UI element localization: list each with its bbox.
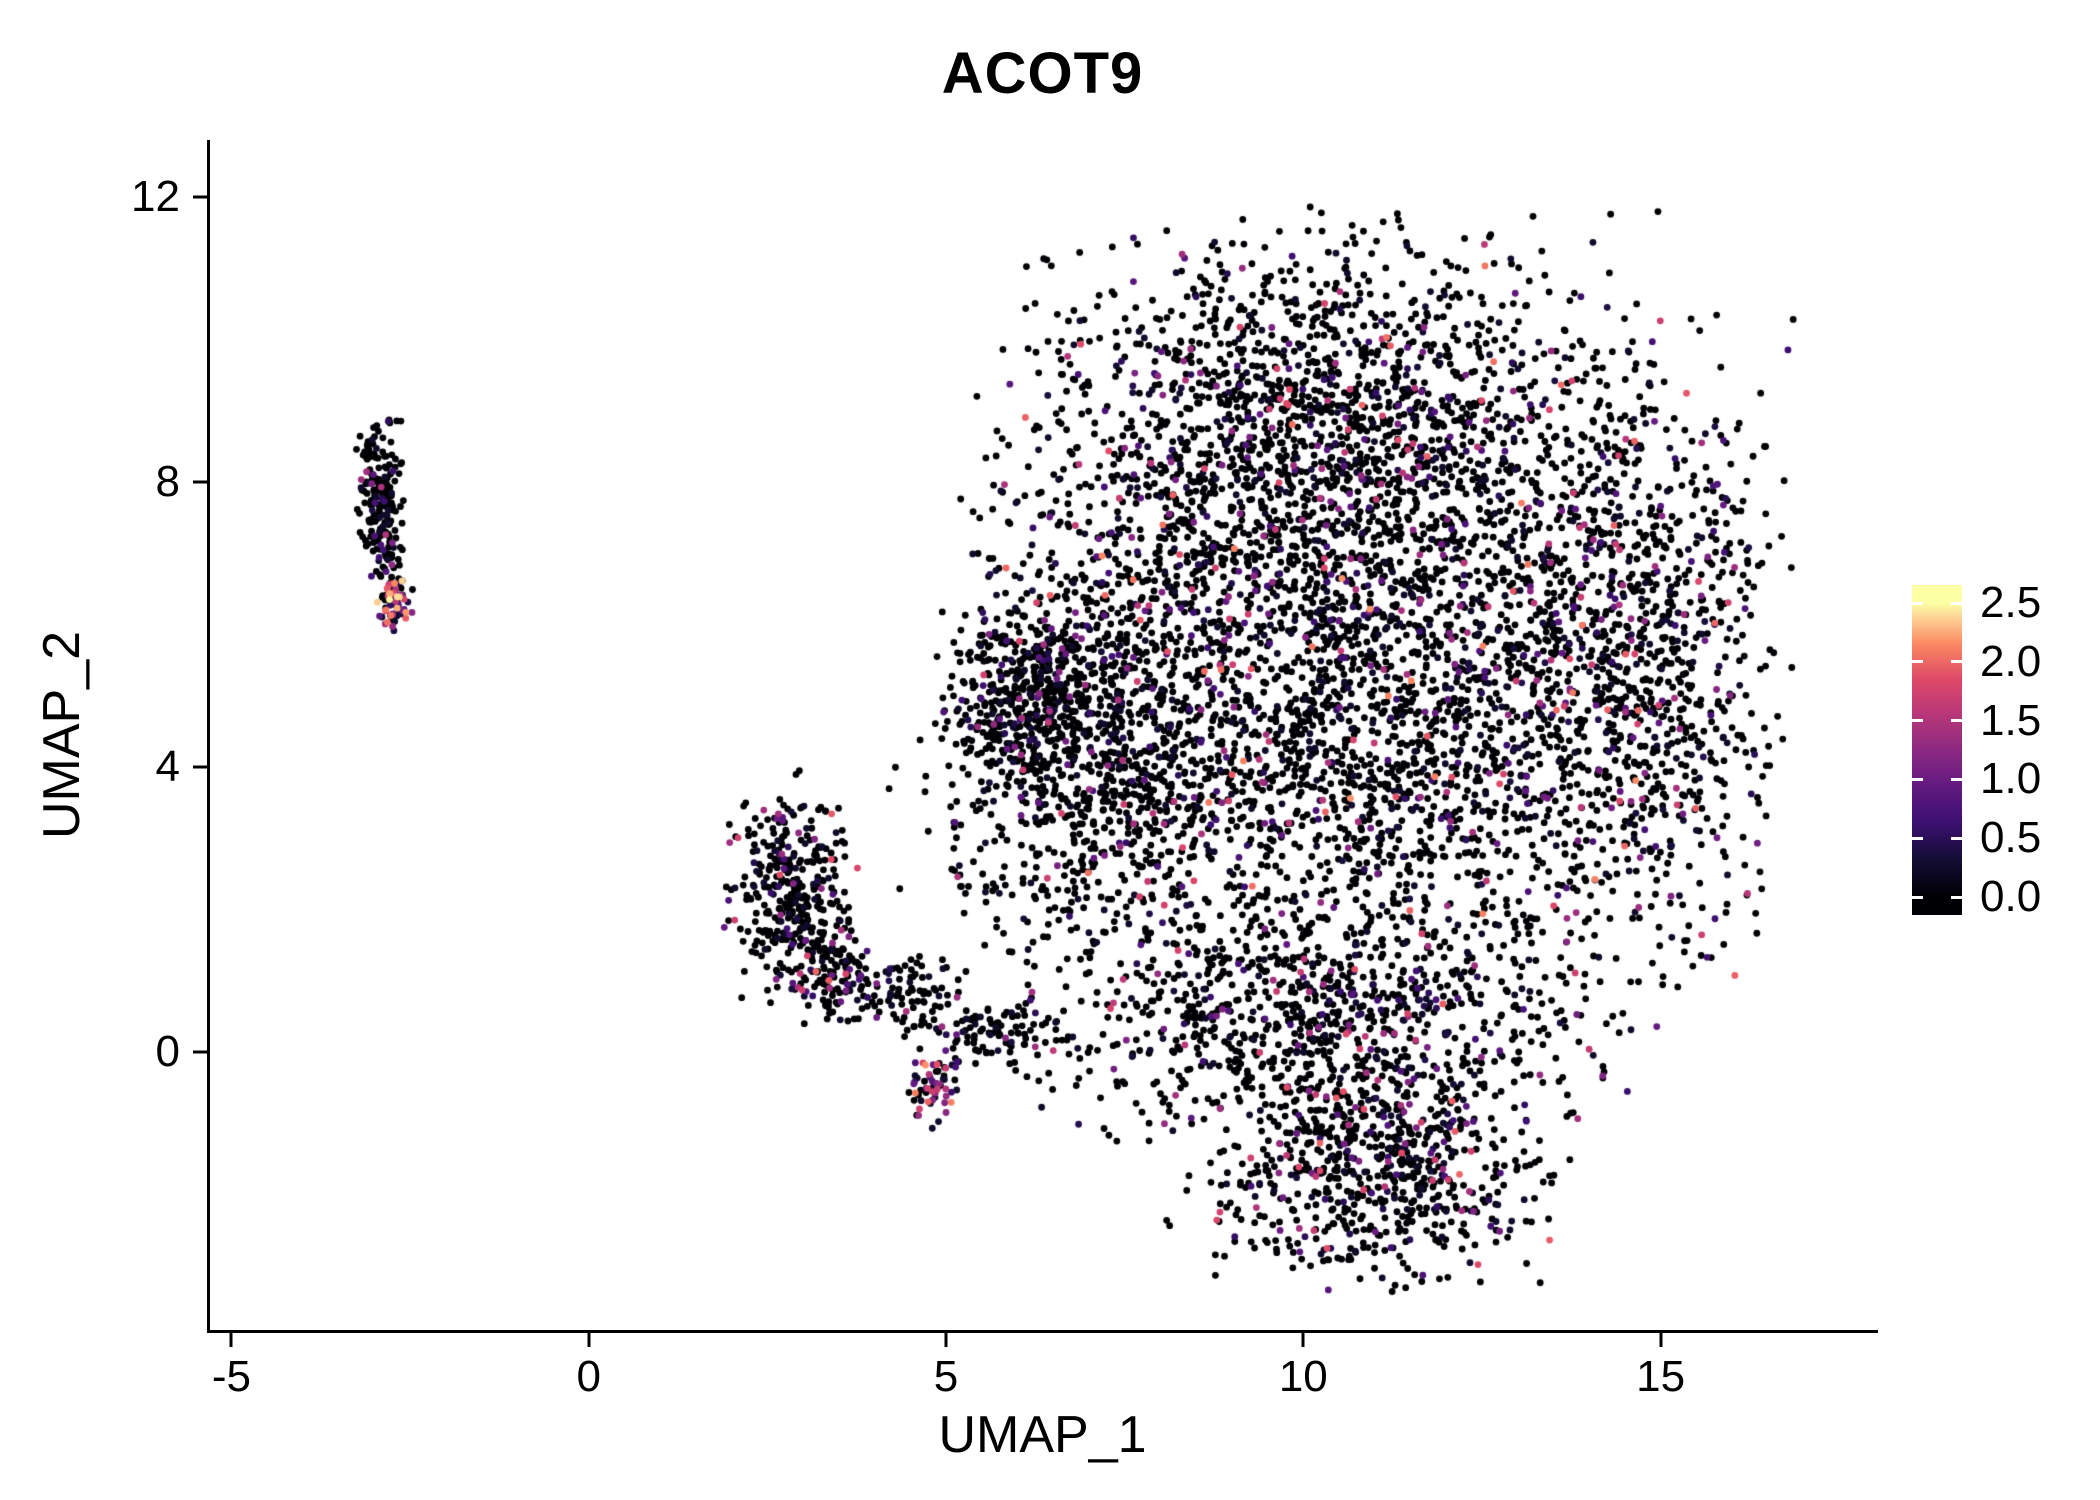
x-axis-line (207, 1330, 1878, 1333)
y-axis-label: UMAP_2 (33, 630, 91, 840)
colorbar-tick-mark (1951, 777, 1962, 781)
x-tick-label: 15 (1636, 1352, 1686, 1401)
colorbar-tick-mark (1951, 895, 1962, 899)
colorbar-tick-label: 2.0 (1980, 636, 2042, 686)
y-tick-mark (193, 195, 207, 199)
x-tick-label: 0 (576, 1352, 601, 1401)
y-tick-mark (193, 765, 207, 769)
scatter-points-canvas (210, 140, 1875, 1330)
x-axis-label: UMAP_1 (938, 1406, 1147, 1464)
x-tick-mark (1301, 1333, 1305, 1347)
colorbar-tick-mark (1951, 836, 1962, 840)
chart-title: ACOT9 (941, 41, 1144, 106)
colorbar-tick-mark (1951, 719, 1962, 723)
y-tick-label: 8 (155, 457, 180, 507)
y-tick-label: 12 (131, 172, 180, 221)
x-tick-label: 5 (933, 1352, 959, 1401)
y-tick-label: 4 (155, 742, 180, 792)
colorbar-tick-mark (1951, 601, 1962, 605)
x-tick-mark (229, 1333, 233, 1347)
colorbar-tick-mark (1951, 660, 1962, 664)
colorbar-tick-label: 1.0 (1980, 754, 2042, 804)
colorbar-tick-mark (1912, 895, 1923, 899)
colorbar-tick-mark (1912, 660, 1923, 664)
x-tick-mark (587, 1333, 591, 1347)
colorbar-tick-label: 1.5 (1980, 695, 2042, 745)
colorbar-tick-mark (1912, 836, 1923, 840)
colorbar-tick-mark (1912, 719, 1923, 723)
x-tick-label: -5 (211, 1352, 251, 1401)
x-tick-label: 10 (1278, 1352, 1328, 1401)
colorbar-tick-label: 2.5 (1980, 578, 2042, 627)
x-tick-mark (944, 1333, 948, 1347)
colorbar-tick-mark (1912, 777, 1923, 781)
colorbar-tick-label: 0.0 (1980, 872, 2042, 921)
colorbar-tick-label: 0.5 (1980, 813, 2042, 863)
plot-area (210, 140, 1875, 1330)
x-tick-mark (1659, 1333, 1663, 1347)
y-tick-mark (193, 1050, 207, 1054)
y-tick-label: 0 (155, 1027, 180, 1077)
colorbar-tick-mark (1912, 601, 1923, 605)
colorbar-gradient (1912, 585, 1962, 915)
y-axis-line (207, 140, 210, 1333)
y-tick-mark (193, 480, 207, 484)
